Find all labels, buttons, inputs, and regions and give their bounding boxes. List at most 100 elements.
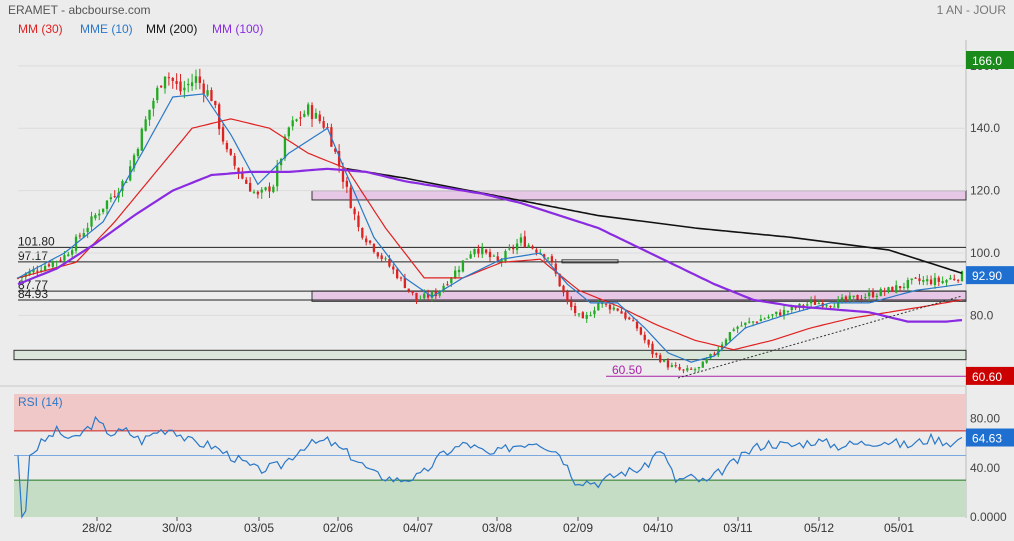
candle-body xyxy=(887,287,890,292)
x-tick-label: 03/11 xyxy=(723,521,752,535)
candle-body xyxy=(840,297,844,300)
candle-body xyxy=(504,251,507,262)
candle-body xyxy=(949,277,952,280)
candle-body xyxy=(94,215,97,219)
candle-body xyxy=(496,256,499,261)
chart-title: ERAMET - abcbourse.com xyxy=(8,3,151,17)
candle-body xyxy=(43,265,47,271)
period-label: 1 AN - JOUR xyxy=(937,3,1007,17)
candle-body xyxy=(202,83,205,94)
x-tick-label: 30/03 xyxy=(162,521,192,535)
candle-body xyxy=(701,361,704,368)
legend-mm30: MM (30) xyxy=(18,22,63,36)
candle-body xyxy=(937,277,940,282)
candle-body xyxy=(299,117,302,119)
candle-body xyxy=(113,196,116,198)
ma-line xyxy=(17,118,963,351)
candle-body xyxy=(705,358,708,363)
candle-body xyxy=(241,173,244,179)
candle-body xyxy=(558,273,561,287)
candle-body xyxy=(902,286,906,288)
candle-body xyxy=(519,237,523,243)
candle-body xyxy=(860,298,863,300)
candle-body xyxy=(895,285,898,293)
candle-body xyxy=(926,279,929,282)
candle-body xyxy=(732,329,735,331)
candle-body xyxy=(740,325,743,327)
candle-body xyxy=(577,313,581,315)
candle-body xyxy=(608,304,612,310)
legend-mm100: MM (100) xyxy=(212,22,263,36)
rsi-badge xyxy=(966,428,1014,447)
candle-body xyxy=(543,254,546,258)
candle-body xyxy=(728,332,732,341)
candle-body xyxy=(879,289,882,296)
candle-body xyxy=(775,311,778,315)
candle-body xyxy=(628,317,631,320)
candle-body xyxy=(782,309,786,316)
candle-body xyxy=(140,128,143,151)
candle-body xyxy=(229,148,232,155)
candle-body xyxy=(136,149,140,156)
candle-body xyxy=(500,259,503,262)
candle-body xyxy=(597,303,600,311)
candle-body xyxy=(32,269,35,273)
candle-body xyxy=(144,119,147,131)
candle-body xyxy=(906,279,909,289)
level-label: 84.93 xyxy=(18,287,48,301)
candle-body xyxy=(697,367,701,369)
x-axis-ticks: 28/02 30/03 03/05 02/06 04/07 03/08 02/09 04/10… xyxy=(82,517,914,535)
rsi-tick-label: 80.00 xyxy=(970,412,1000,426)
candle-body xyxy=(307,104,310,115)
price-badge xyxy=(966,366,1014,385)
candle-body xyxy=(190,82,194,87)
candle-body xyxy=(345,180,349,187)
rsi-line xyxy=(17,415,963,519)
candle-body xyxy=(194,76,198,83)
candle-body xyxy=(322,121,325,128)
level-label: 97.17 xyxy=(18,249,48,263)
candle-body xyxy=(221,127,225,142)
candle-body xyxy=(159,85,163,88)
candle-body xyxy=(156,87,159,101)
candle-body xyxy=(883,290,886,292)
candle-body xyxy=(848,295,851,301)
candle-body xyxy=(953,278,956,280)
candle-body xyxy=(121,181,124,192)
candle-body xyxy=(268,186,271,192)
candle-body xyxy=(380,255,383,260)
candle-body xyxy=(643,334,646,341)
x-tick-label: 02/06 xyxy=(323,521,353,535)
candle-body xyxy=(709,354,712,359)
candle-body xyxy=(372,243,376,252)
candle-body xyxy=(751,321,755,323)
candle-body xyxy=(771,314,774,316)
candle-body xyxy=(395,269,399,279)
candle-body xyxy=(78,235,82,237)
candlestick-series xyxy=(16,68,964,374)
candle-body xyxy=(233,155,236,166)
moving-averages xyxy=(17,93,963,363)
candle-body xyxy=(303,113,306,117)
candle-body xyxy=(856,295,859,300)
candle-body xyxy=(392,266,395,270)
level-label: 60.50 xyxy=(612,363,642,377)
candle-body xyxy=(593,310,596,315)
candle-body xyxy=(183,87,186,91)
candle-body xyxy=(90,216,93,227)
candle-body xyxy=(794,307,797,309)
legend-mme10: MME (10) xyxy=(80,22,133,36)
candle-body xyxy=(767,316,770,319)
candle-body xyxy=(384,258,387,260)
candle-body xyxy=(833,306,836,308)
candle-body xyxy=(361,228,364,238)
candle-body xyxy=(353,208,356,215)
candle-body xyxy=(51,261,54,267)
candle-body xyxy=(546,257,550,259)
candle-body xyxy=(71,250,74,255)
candle-body xyxy=(86,227,89,233)
candle-body xyxy=(523,236,526,247)
candle-body xyxy=(813,300,817,305)
candle-body xyxy=(867,292,871,297)
candle-body xyxy=(829,306,832,308)
